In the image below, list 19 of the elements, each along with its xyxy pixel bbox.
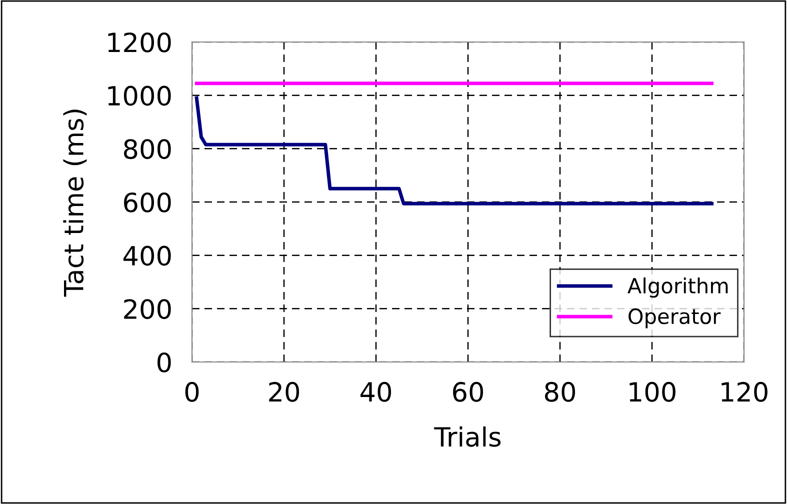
y-tick-label: 200 xyxy=(124,299,171,320)
x-tick-label: 60 xyxy=(453,382,484,402)
x-axis-title: Trials xyxy=(434,426,501,447)
y-tick-label: 1000 xyxy=(108,86,171,106)
y-axis-title: Tact time (ms) xyxy=(63,110,87,297)
y-tick-label: 800 xyxy=(124,139,171,160)
line-series xyxy=(194,96,714,206)
x-tick-label: 0 xyxy=(185,382,199,402)
y-tick-label: 0 xyxy=(158,352,171,372)
y-tick-label: 400 xyxy=(123,246,171,266)
x-tick-label: 100 xyxy=(630,382,676,402)
y-tick-label: 600 xyxy=(124,192,171,212)
x-tick-label: 20 xyxy=(269,382,300,402)
x-tick-label: 80 xyxy=(545,382,576,402)
x-tick-label: 120 xyxy=(722,382,768,402)
y-tick-label: 1200 xyxy=(108,32,171,52)
legend-label: Algorithm xyxy=(628,277,728,298)
x-tick-label: 40 xyxy=(360,382,392,402)
legend-label: Operator xyxy=(628,308,721,328)
